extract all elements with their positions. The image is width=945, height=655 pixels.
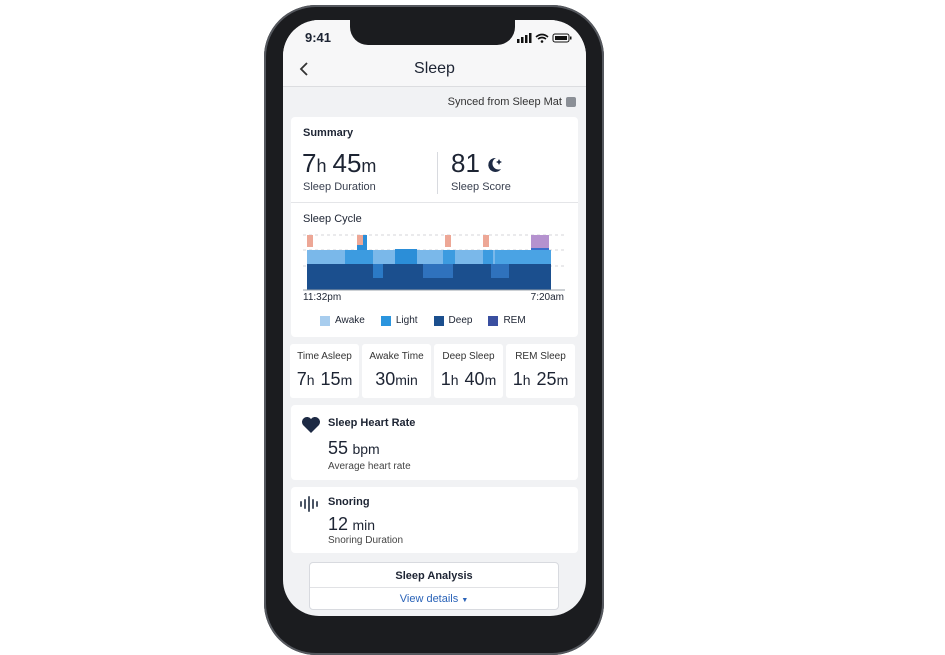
cycle-start: 11:32pm xyxy=(303,292,342,303)
stat-value: 30min xyxy=(362,369,431,390)
summary-title: Summary xyxy=(303,127,354,139)
value: 7 xyxy=(302,148,317,178)
stat-value: 1h 40m xyxy=(434,369,503,390)
legend-item: Light xyxy=(380,315,418,326)
heart-rate: 55 bpm xyxy=(328,438,380,459)
heart-label: Average heart rate xyxy=(328,461,411,472)
snoring-title: Snoring xyxy=(328,496,370,508)
legend-item: Awake xyxy=(320,315,365,326)
unit: h xyxy=(316,156,327,176)
stat-tile: Time Asleep 7h 15m xyxy=(290,344,359,398)
screen: 9:41 Sleep Synced from Sleep Mat Summary… xyxy=(283,20,586,616)
view-details-link[interactable]: View details ▼ xyxy=(309,593,559,605)
value: 40 xyxy=(464,369,485,389)
snoring-value: 12 xyxy=(328,514,349,534)
heart-value: 55 xyxy=(328,438,349,458)
legend-item: Deep xyxy=(433,315,473,326)
stat-label: Awake Time xyxy=(369,351,424,362)
legend-swatch xyxy=(433,315,444,326)
snoring-duration: 12 min xyxy=(328,514,375,535)
unit: m xyxy=(484,372,497,388)
value: 30 xyxy=(375,369,396,389)
value: 45 xyxy=(332,148,362,178)
legend-label: Light xyxy=(395,315,418,326)
value: 1 xyxy=(440,369,451,389)
stat-tile: Awake Time 30min xyxy=(362,344,431,398)
summary-card xyxy=(291,117,578,337)
heart-icon xyxy=(302,417,320,433)
sleep-score: 81 xyxy=(451,148,480,178)
unit: m xyxy=(340,372,353,388)
moon-icon xyxy=(488,157,502,172)
status-time: 9:41 xyxy=(305,30,332,45)
divider xyxy=(283,86,586,87)
value: 1 xyxy=(512,369,523,389)
legend-label: Awake xyxy=(335,315,365,326)
heart-card xyxy=(291,405,578,480)
legend-label: Deep xyxy=(448,315,473,326)
score-label: Sleep Score xyxy=(451,181,511,193)
stat-label: Deep Sleep xyxy=(442,351,495,362)
heart-unit: bpm xyxy=(352,441,380,457)
legend-item: REM xyxy=(488,315,526,326)
legend-swatch xyxy=(488,315,499,326)
stat-label: Time Asleep xyxy=(297,351,352,362)
snoring-icon xyxy=(300,496,318,512)
unit: m xyxy=(361,156,377,176)
value: 15 xyxy=(320,369,341,389)
sync-text: Synced from Sleep Mat xyxy=(447,96,562,108)
stat-value: 7h 15m xyxy=(290,369,359,390)
status-icons xyxy=(517,33,572,43)
back-button[interactable] xyxy=(297,61,311,77)
sleep-duration: 7h 45m xyxy=(302,148,382,179)
hypnogram xyxy=(303,234,565,291)
caret: ▼ xyxy=(461,597,469,604)
cycle-title: Sleep Cycle xyxy=(303,213,362,225)
divider xyxy=(291,202,578,203)
sync-icon xyxy=(566,97,576,107)
legend-swatch xyxy=(320,315,330,326)
divider xyxy=(437,152,438,194)
divider xyxy=(310,587,558,588)
value: 7 xyxy=(296,369,307,389)
legend-swatch xyxy=(380,315,391,326)
unit: m xyxy=(556,372,569,388)
page-title: Sleep xyxy=(414,60,455,77)
notch xyxy=(350,20,515,45)
stat-tile: REM Sleep 1h 25m xyxy=(506,344,575,398)
heart-title: Sleep Heart Rate xyxy=(328,417,416,429)
snoring-unit: min xyxy=(352,517,376,533)
page: 9:41 Sleep Synced from Sleep Mat Summary… xyxy=(264,5,604,655)
analysis-title[interactable]: Sleep Analysis xyxy=(395,570,473,582)
legend-label: REM xyxy=(503,315,526,326)
unit: h xyxy=(450,372,459,388)
view-details[interactable]: View details xyxy=(399,593,459,605)
legend: Awake Light Deep REM xyxy=(320,315,526,326)
value: 25 xyxy=(536,369,557,389)
stat-tile: Deep Sleep 1h 40m xyxy=(434,344,503,398)
unit: h xyxy=(522,372,531,388)
snoring-card xyxy=(291,487,578,553)
unit: h xyxy=(306,372,315,388)
analysis-card xyxy=(309,562,559,610)
unit: min xyxy=(395,372,418,388)
duration-label: Sleep Duration xyxy=(303,181,376,193)
stat-value: 1h 25m xyxy=(506,369,575,390)
snoring-label: Snoring Duration xyxy=(328,535,404,546)
cycle-end: 7:20am xyxy=(530,292,564,303)
stat-label: REM Sleep xyxy=(515,351,566,362)
